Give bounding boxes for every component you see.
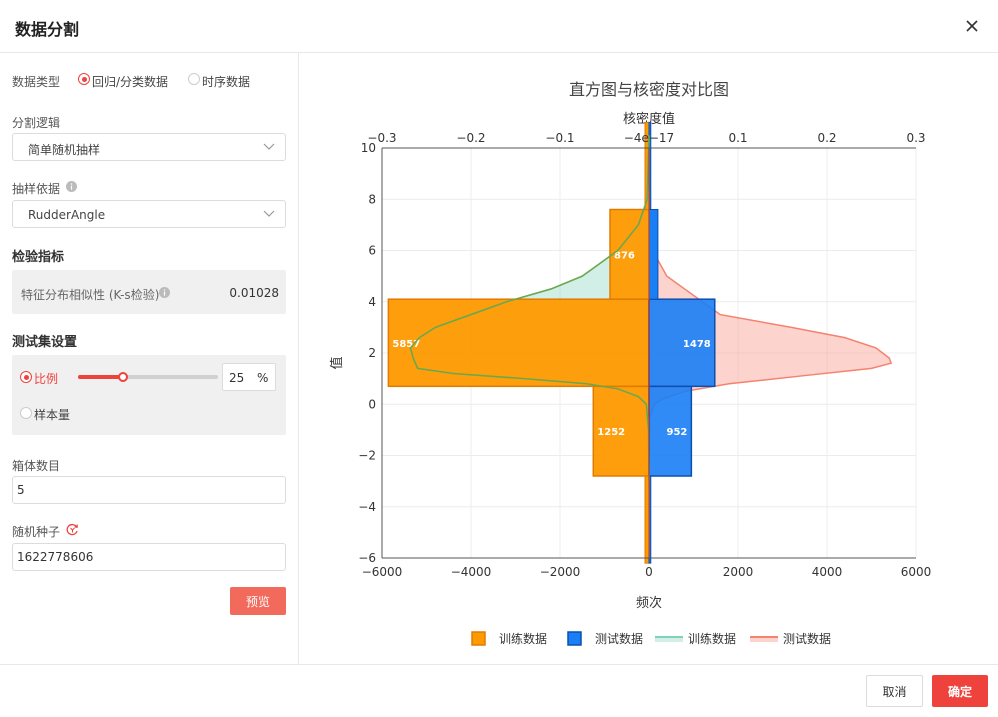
train-bar xyxy=(644,475,650,564)
x2-axis-label: 核密度值 xyxy=(623,111,675,127)
x2-tick-label: −0.1 xyxy=(545,131,574,145)
radio-ratio-label[interactable]: 比例 xyxy=(34,372,59,386)
bins-input[interactable]: 5 xyxy=(12,476,286,504)
ratio-input[interactable]: 25 % xyxy=(222,363,276,391)
y-tick-label: 4 xyxy=(368,295,376,309)
test-bar-label: 1478 xyxy=(683,339,711,350)
train-density-line xyxy=(409,135,650,482)
train-bar-label: 5857 xyxy=(392,339,420,350)
x2-tick-label: −0.2 xyxy=(456,131,485,145)
close-icon[interactable] xyxy=(962,16,982,36)
train-bar xyxy=(609,208,650,300)
y-tick-label: 0 xyxy=(368,397,376,411)
legend-label: 测试数据 xyxy=(595,631,643,646)
ks-metric-value: 0.01028 xyxy=(229,286,279,300)
x2-tick-label: 0.2 xyxy=(817,131,836,145)
chart-title: 直方图与核密度对比图 xyxy=(569,80,729,99)
bars-layer: 1252 952 5857 1478 876 xyxy=(387,121,716,564)
split-logic-label: 分割逻辑 xyxy=(12,116,61,130)
legend-label: 测试数据 xyxy=(783,631,831,646)
x2-tick-label: −4e−17 xyxy=(624,131,674,145)
data-type-label: 数据类型 xyxy=(12,75,61,89)
validation-title: 检验指标 xyxy=(12,250,65,265)
radio-timeseries[interactable] xyxy=(188,73,200,85)
radio-regression-label[interactable]: 回归/分类数据 xyxy=(92,75,169,89)
info-icon[interactable] xyxy=(159,287,170,298)
x-tick-label: −2000 xyxy=(540,565,581,579)
y-tick-label: 6 xyxy=(368,244,376,258)
test-bar-label: 952 xyxy=(666,427,687,438)
y-tick-label: 2 xyxy=(368,346,376,360)
ratio-slider-handle[interactable] xyxy=(118,372,128,382)
x-tick-label: −4000 xyxy=(451,565,492,579)
ratio-slider-fill xyxy=(78,375,123,379)
dialog-title: 数据分割 xyxy=(15,20,80,39)
chevron-down-icon xyxy=(263,143,275,150)
ks-metric-label: 特征分布相似性 (K-s检验) xyxy=(21,288,160,302)
radio-sample-size-label[interactable]: 样本量 xyxy=(34,408,71,422)
x2-tick-label: 0.3 xyxy=(906,131,925,145)
info-icon[interactable] xyxy=(66,181,77,192)
split-logic-select[interactable]: 简单随机抽样 xyxy=(12,133,286,161)
radio-regression[interactable] xyxy=(78,73,90,85)
ratio-input-value: 25 xyxy=(229,371,245,385)
x-tick-label: 0 xyxy=(645,565,653,579)
dialog-footer xyxy=(0,664,998,717)
seed-label: 随机种子 xyxy=(12,525,61,539)
dialog-header: 数据分割 xyxy=(0,0,998,53)
legend-swatch xyxy=(567,631,582,646)
x2-tick-label: 0.1 xyxy=(728,131,747,145)
sampling-basis-label: 抽样依据 xyxy=(12,182,61,196)
ratio-slider-track[interactable] xyxy=(78,372,218,382)
refresh-icon[interactable] xyxy=(66,523,79,536)
x-tick-label: 6000 xyxy=(901,565,932,579)
split-logic-value: 简单随机抽样 xyxy=(28,143,101,157)
cancel-button[interactable]: 取消 xyxy=(866,675,923,707)
validation-box: 特征分布相似性 (K-s检验) 0.01028 xyxy=(12,270,286,314)
radio-timeseries-label[interactable]: 时序数据 xyxy=(202,75,251,89)
train-bar-label: 1252 xyxy=(597,427,625,438)
test-bar xyxy=(648,209,659,300)
y-tick-label: −4 xyxy=(358,500,376,514)
x-tick-label: 4000 xyxy=(812,565,843,579)
y-axis-label: 值 xyxy=(329,356,345,369)
chevron-down-icon xyxy=(263,210,275,217)
sampling-basis-value: RudderAngle xyxy=(28,208,106,222)
chart-legend: 训练数据 测试数据 训练数据 测试数据 xyxy=(471,631,831,646)
axes-layer: 10 8 6 4 2 0 −2 −4 −6−6000 −4000 −2000 0 2000 4000 600… xyxy=(358,131,931,579)
test-density-area xyxy=(649,224,892,456)
y-tick-label: −6 xyxy=(358,551,376,565)
train-bar xyxy=(592,385,650,477)
y-tick-label: 10 xyxy=(361,141,376,155)
legend-swatch xyxy=(471,631,486,646)
x-tick-label: −6000 xyxy=(362,565,403,579)
test-set-box: 比例 25 % 样本量 xyxy=(12,355,286,435)
sampling-basis-select[interactable]: RudderAngle xyxy=(12,200,286,228)
seed-input[interactable]: 1622778606 xyxy=(12,543,286,571)
radio-sample-size[interactable] xyxy=(20,407,32,419)
radio-ratio[interactable] xyxy=(20,371,32,383)
confirm-button[interactable]: 确定 xyxy=(932,675,988,707)
x-axis-label: 频次 xyxy=(636,595,662,611)
preview-button[interactable]: 预览 xyxy=(230,587,286,615)
x2-tick-label: −0.3 xyxy=(367,131,396,145)
legend-label: 训练数据 xyxy=(688,631,736,646)
legend-swatch xyxy=(655,636,683,642)
bins-label: 箱体数目 xyxy=(12,459,61,473)
legend-label: 训练数据 xyxy=(499,631,547,646)
x-tick-label: 2000 xyxy=(723,565,754,579)
test-set-title: 测试集设置 xyxy=(12,335,78,350)
y-tick-label: 8 xyxy=(368,192,376,206)
legend-swatch xyxy=(750,636,778,642)
train-bar-label: 876 xyxy=(614,250,635,261)
ratio-unit: % xyxy=(257,371,269,385)
settings-panel: 数据类型 回归/分类数据 时序数据 分割逻辑 简单随机抽样 抽样依据 Rudde… xyxy=(0,53,299,664)
train-bar xyxy=(387,298,650,388)
y-tick-label: −2 xyxy=(358,449,376,463)
